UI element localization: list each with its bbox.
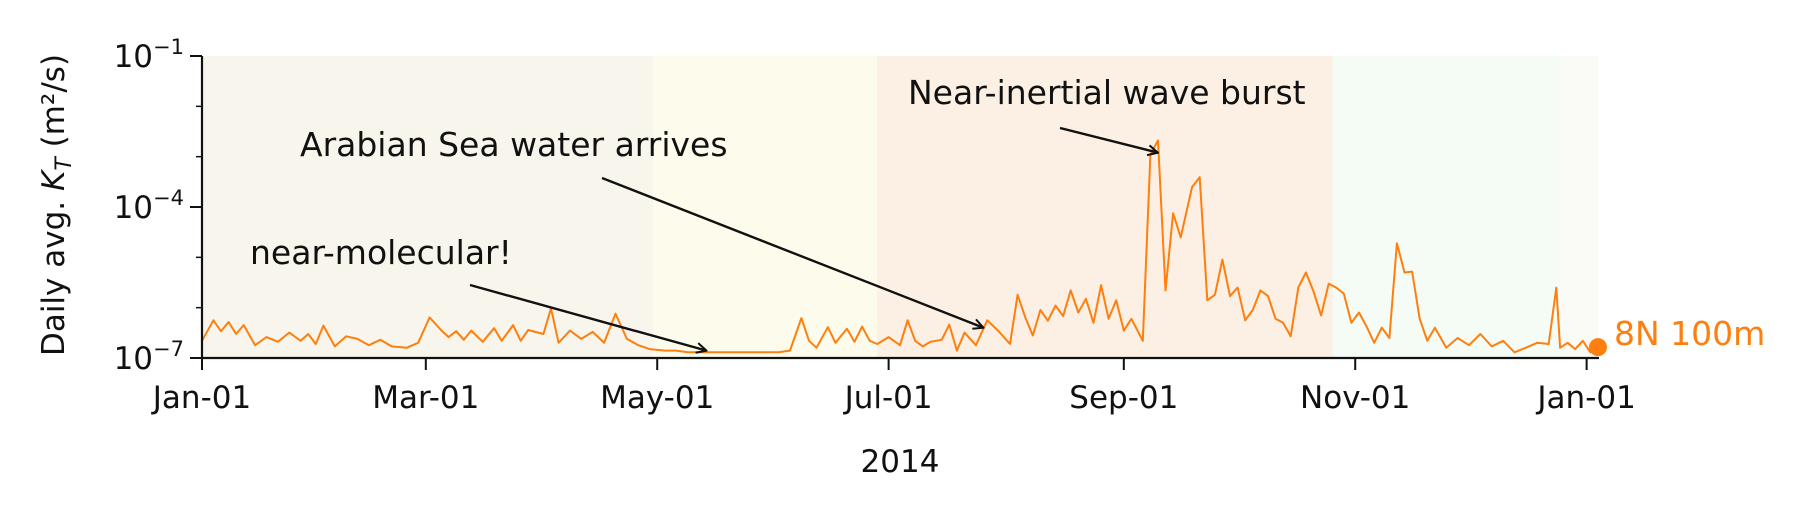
x-tick-label-0: Jan-01: [151, 380, 251, 416]
y-tick-label-0: 10−7: [114, 337, 184, 377]
y-axis-title-prefix: Daily avg.: [36, 191, 72, 356]
y-tick-label-base-0: 10: [114, 341, 153, 377]
y-ticks: 10−710−410−1: [114, 35, 202, 377]
series-end-marker: 8N 100m: [1589, 314, 1765, 357]
y-axis-title-symbol: K: [36, 168, 72, 191]
y-tick-label-exp-0: −7: [153, 337, 184, 361]
y-axis-title-subscript: T: [52, 156, 77, 171]
y-tick-label-exp-2: −1: [153, 35, 184, 59]
y-tick-label-1: 10−4: [114, 186, 184, 226]
y-tick-label-2: 10−1: [114, 35, 184, 75]
shaded-period-0: [202, 56, 654, 358]
shaded-period-4: [1560, 56, 1598, 358]
x-tick-label-1: Mar-01: [372, 380, 479, 416]
series-end-dot: [1589, 338, 1607, 357]
shaded-period-3: [1332, 56, 1561, 358]
x-tick-label-6: Jan-01: [1535, 380, 1635, 416]
annotation-text-1: Arabian Sea water arrives: [300, 125, 728, 164]
shaded-periods: [202, 56, 1598, 358]
shaded-period-2: [877, 56, 1333, 358]
annotation-arrow-2: [1059, 126, 1158, 153]
x-tick-label-5: Nov-01: [1300, 380, 1410, 416]
series-line-0: [201, 139, 1599, 354]
y-tick-label-base-1: 10: [114, 190, 153, 226]
y-axis-title-units: (m²/s): [36, 54, 72, 157]
annotation-arrow-0: [469, 283, 707, 351]
y-tick-label-exp-1: −4: [153, 186, 184, 210]
series-layer: [201, 139, 1599, 354]
x-tick-label-3: Jul-01: [843, 380, 933, 416]
annotations: near-molecular! Arabian Sea water arrives…: [250, 73, 1306, 351]
annotation-arrow-1: [601, 176, 983, 328]
series-end-label: 8N 100m: [1614, 314, 1765, 353]
x-tick-label-2: May-01: [600, 380, 714, 416]
x-axis-title: 2014: [861, 444, 940, 480]
x-tick-label-4: Sep-01: [1069, 380, 1178, 416]
shaded-period-1: [653, 56, 878, 358]
y-tick-label-base-2: 10: [114, 39, 153, 75]
annotation-text-2: Near-inertial wave burst: [908, 73, 1306, 112]
x-ticks: Jan-01 Mar-01 May-01 Jul-01 Sep-01 Nov-01 Jan-…: [151, 358, 1636, 416]
y-axis-title: Daily avg. KT (m²/s): [36, 54, 77, 356]
annotation-text-0: near-molecular!: [250, 233, 512, 272]
